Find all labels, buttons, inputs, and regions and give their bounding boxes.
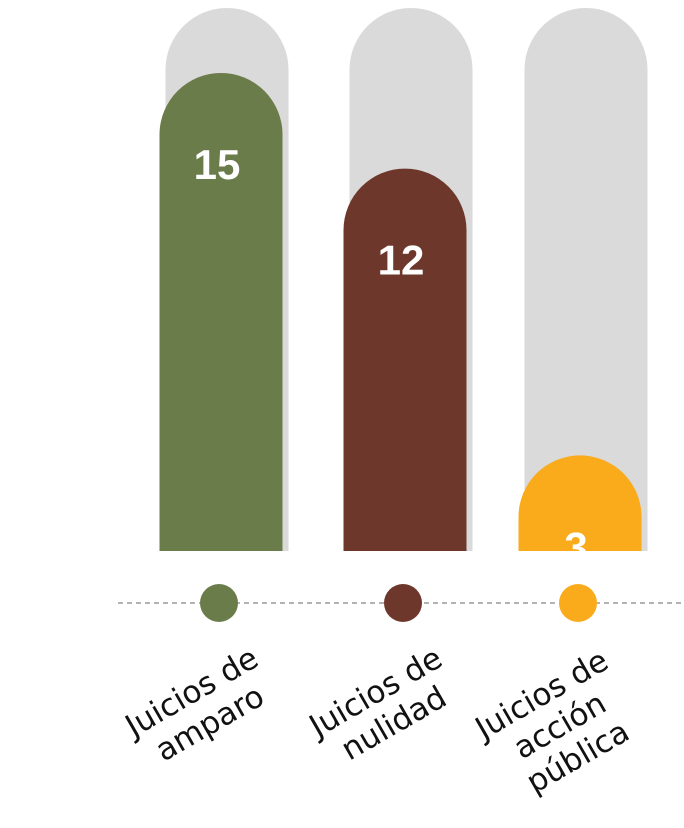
bar-track bbox=[524, 7, 648, 551]
value-label: 12 bbox=[378, 237, 425, 284]
legend-dot bbox=[559, 584, 597, 622]
value-label: 3 bbox=[564, 523, 587, 570]
value-label: 15 bbox=[194, 141, 241, 188]
legend-dot bbox=[384, 584, 422, 622]
bar bbox=[159, 72, 283, 551]
legend-dot bbox=[200, 584, 238, 622]
bar bbox=[518, 455, 642, 551]
bar bbox=[343, 168, 467, 551]
